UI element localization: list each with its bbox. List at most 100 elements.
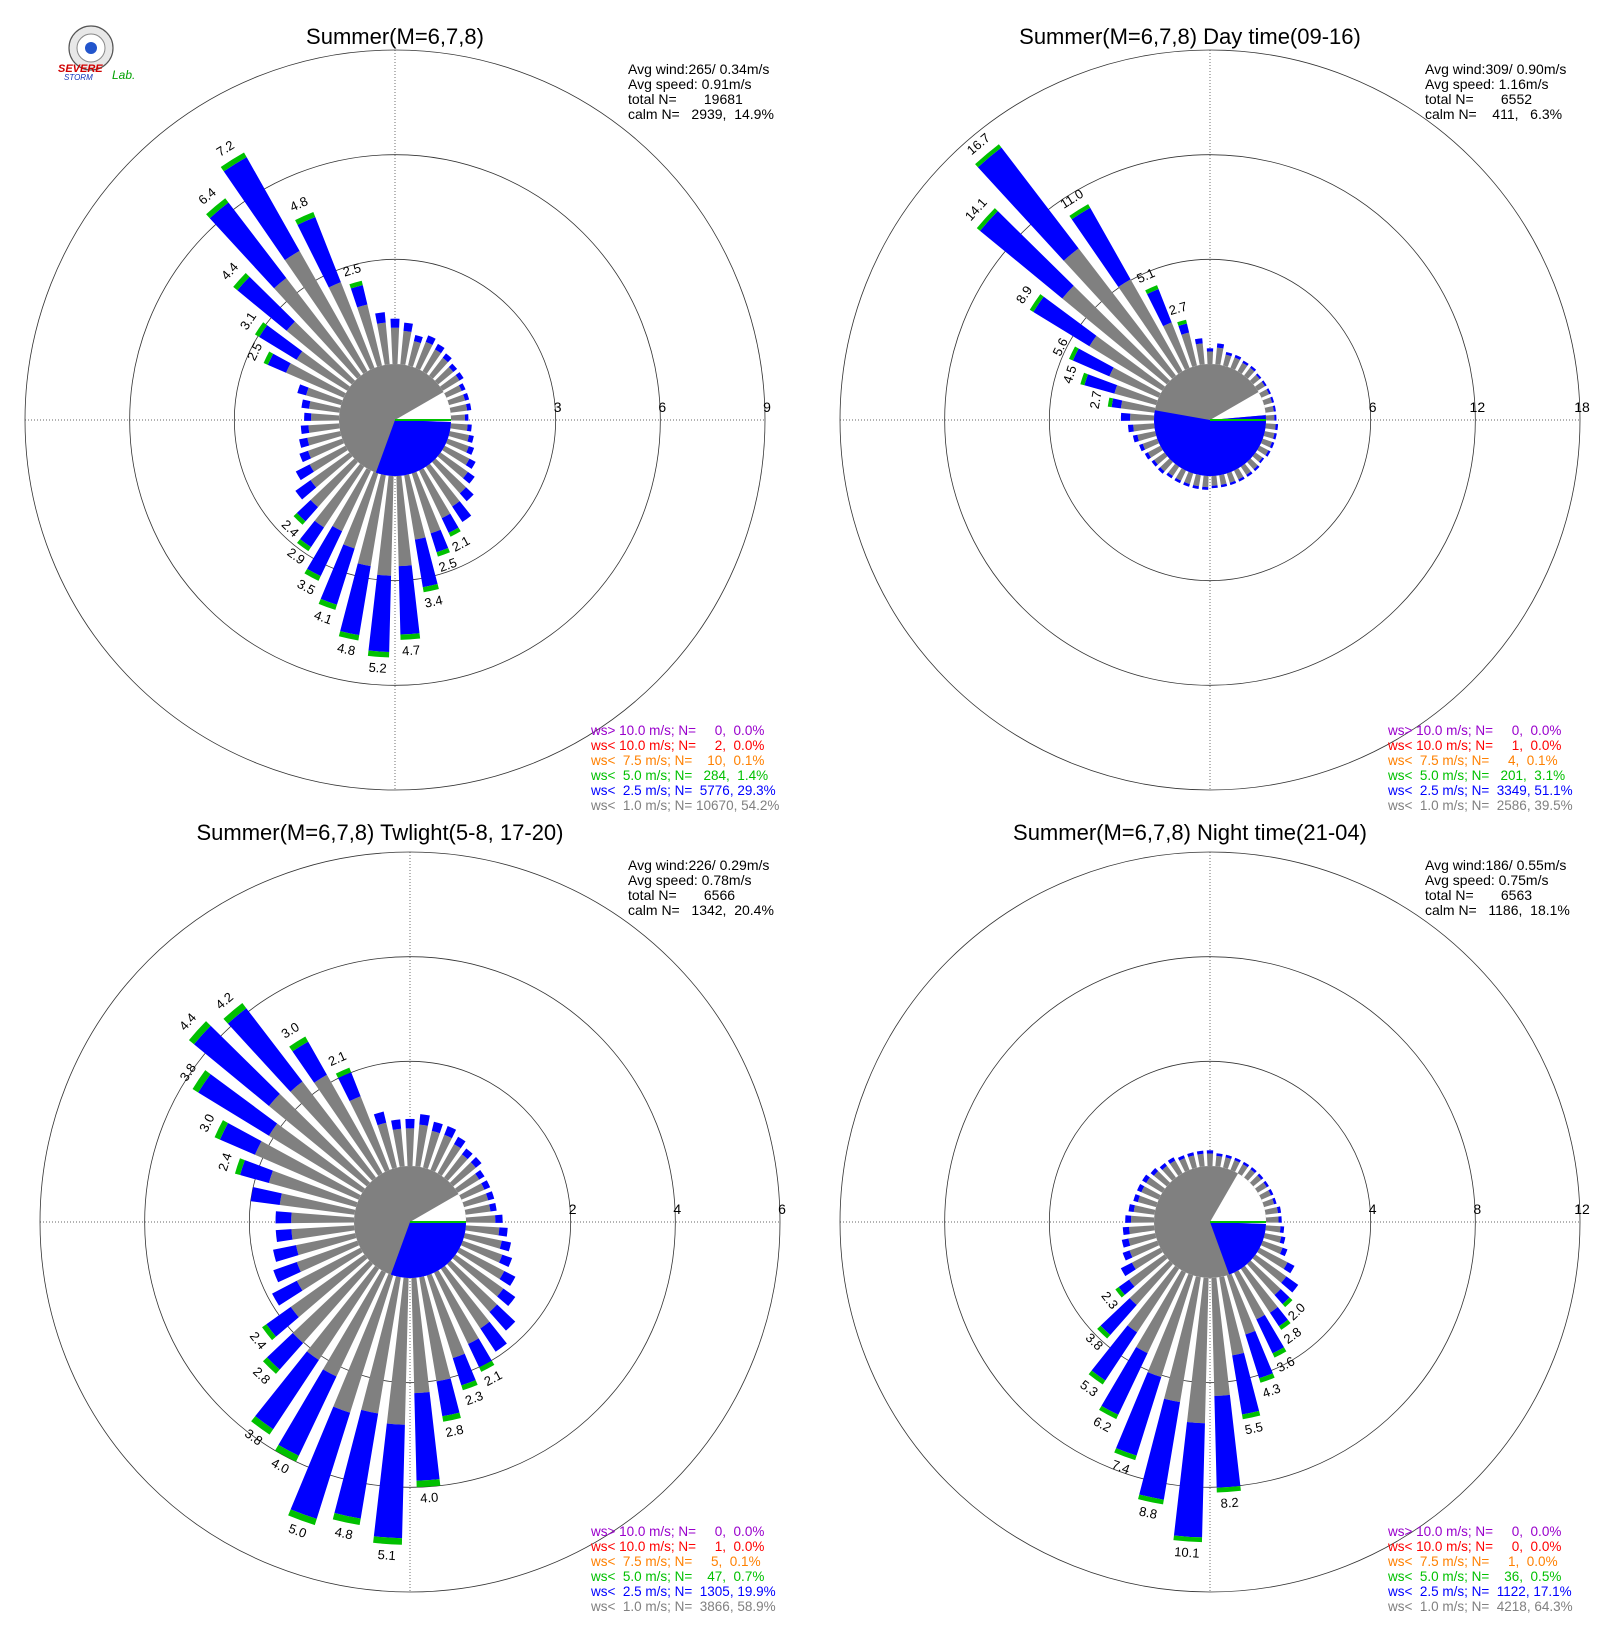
bar-segment-lt5	[373, 1536, 403, 1545]
bar-segment-lt2-5	[1279, 1236, 1286, 1244]
bar-segment-lt1	[308, 423, 340, 433]
bar-segment-lt1	[1244, 367, 1255, 379]
bar-segment-lt2-5	[1151, 459, 1158, 467]
bar-segment-lt1	[1168, 463, 1180, 477]
bar-segment-lt5	[1145, 285, 1159, 295]
bar-segment-lt1	[1133, 1205, 1156, 1215]
bar-segment-lt1	[296, 1247, 363, 1291]
bar-segment-lt5	[1107, 397, 1114, 408]
bar-segment-lt1	[1129, 1240, 1160, 1258]
legend-entry: ws< 10.0 m/s; N= 0, 0.0%	[1387, 1539, 1561, 1554]
bar-segment-lt2-5	[1229, 480, 1237, 486]
bar-segment-lt2-5	[1157, 467, 1165, 474]
bar-segment-lt5	[335, 1067, 352, 1079]
stat-total: total N= 6552	[1425, 91, 1532, 107]
bar-segment-lt1	[411, 1277, 430, 1394]
bar-segment-lt1	[392, 1128, 405, 1167]
bar-segment-lt1	[1223, 354, 1232, 367]
bar-segment-lt2-5	[466, 446, 475, 455]
bar-segment-lt2-5	[1111, 398, 1123, 409]
bar-segment-lt1	[1237, 1164, 1248, 1176]
bar-segment-lt2-5	[1266, 388, 1271, 395]
bar-segment-lt1	[1162, 1165, 1176, 1181]
bar-segment-lt2-5	[499, 1240, 512, 1252]
bar-segment-lt5	[188, 1021, 211, 1045]
chart-title: Summer(M=6,7,8)	[306, 24, 484, 49]
bar-segment-lt2-5	[1276, 1206, 1282, 1214]
bar-segment-lt1	[419, 1276, 451, 1382]
bar-segment-lt1	[306, 1265, 380, 1361]
bar-segment-lt2-5	[434, 343, 445, 354]
bar-segment-lt2-5	[1257, 1173, 1264, 1180]
bar-segment-lt1	[447, 1260, 498, 1312]
bar-segment-lt1	[286, 321, 356, 385]
bar-segment-lt2-5	[300, 425, 310, 435]
bar-segment-lt1	[1147, 1273, 1194, 1378]
bar-value-label: 4.7	[402, 642, 421, 658]
bar-segment-lt1	[296, 1233, 357, 1256]
bar-segment-lt1	[1230, 1160, 1240, 1172]
bar-segment-lt2-5	[1139, 443, 1146, 452]
bar-segment-lt2-5	[1256, 1314, 1284, 1354]
bar-segment-lt5	[1259, 1373, 1275, 1383]
bar-segment-lt5	[262, 1324, 277, 1341]
bar-value-label: 4.0	[420, 1489, 439, 1505]
bar-segment-lt5	[206, 198, 229, 219]
bar-segment-lt2-5	[459, 487, 474, 502]
stat-avg-speed: Avg speed: 1.16m/s	[1425, 76, 1548, 92]
bar-segment-lt2-5	[464, 414, 469, 421]
bar-segment-lt2-5	[278, 1369, 337, 1456]
calm-sector-white	[1210, 1173, 1267, 1224]
bar-segment-lt1	[1129, 1254, 1168, 1287]
bar-segment-lt2-5	[1166, 472, 1173, 479]
ring-tick-label: 6	[658, 399, 666, 415]
bar-segment-lt1	[1259, 1190, 1271, 1200]
bar-segment-lt1	[291, 1212, 355, 1224]
bar-segment-lt1	[1129, 1260, 1173, 1305]
bar-value-label: 7.2	[214, 137, 237, 159]
bar-segment-lt5	[436, 548, 450, 557]
grid-ring	[944, 956, 1476, 1488]
bar-segment-lt1	[377, 322, 390, 365]
bar-segment-lt2-5	[1137, 1183, 1145, 1193]
bar-segment-lt5	[1173, 1535, 1203, 1543]
bar-segment-lt2-5	[304, 412, 312, 421]
stat-total: total N= 6563	[1425, 887, 1532, 903]
calm-sector-blue	[375, 420, 451, 476]
bar-segment-lt2-5	[1273, 433, 1277, 440]
bar-segment-lt2-5	[977, 147, 1079, 261]
bar-segment-lt2-5	[1268, 1188, 1274, 1196]
bar-segment-lt1	[457, 1247, 505, 1280]
bar-segment-lt1	[1142, 438, 1160, 450]
bar-segment-lt1	[284, 250, 368, 374]
bar-segment-lt2-5	[373, 1111, 387, 1126]
bar-segment-lt1	[1175, 468, 1186, 481]
bar-value-label: 8.8	[1138, 1503, 1159, 1521]
bar-value-label: 4.4	[176, 1010, 199, 1033]
bar-segment-lt1	[307, 431, 342, 446]
bar-segment-lt1	[437, 452, 468, 479]
bar-segment-lt1	[1249, 1175, 1262, 1187]
bar-segment-lt1	[279, 1193, 356, 1215]
bar-segment-lt1	[322, 1270, 386, 1377]
bar-segment-lt5	[234, 1158, 245, 1176]
bar-segment-lt2-5	[373, 1423, 405, 1539]
bar-segment-lt2-5	[259, 325, 303, 360]
bar-segment-lt2-5	[1159, 1162, 1168, 1170]
bar-value-label: 2.5	[244, 340, 265, 363]
bar-segment-lt1	[442, 445, 470, 466]
bar-segment-lt1	[396, 475, 412, 567]
bar-segment-lt1	[1147, 445, 1163, 458]
bar-segment-lt1	[1118, 279, 1183, 374]
bar-value-label: 3.4	[423, 592, 444, 610]
bar-segment-lt2-5	[209, 202, 287, 289]
grid-ring	[1048, 1060, 1372, 1384]
bar-segment-lt1	[1193, 474, 1201, 487]
bar-segment-lt5	[461, 1380, 478, 1391]
wind-rose-panel-3: Summer(M=6,7,8) Twlight(5-8, 17-20) 2 4 6 2.…	[39, 820, 786, 1614]
chart-title: Summer(M=6,7,8) Twlight(5-8, 17-20)	[196, 820, 563, 845]
bar-segment-lt5	[332, 1513, 361, 1526]
bar-segment-lt2-5	[299, 437, 310, 448]
bar-segment-lt1	[449, 1162, 476, 1187]
legend-entry: ws< 2.5 m/s; N= 1305, 19.9%	[590, 1584, 776, 1599]
